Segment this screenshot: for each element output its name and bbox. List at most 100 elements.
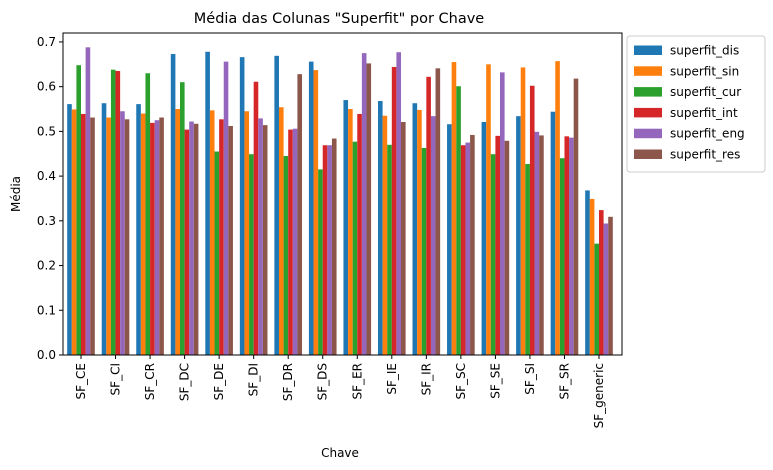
bar-superfit_eng-SF_DC [189,121,194,355]
bar-superfit_cur-SF_DS [318,169,323,355]
x-tick-label: SF_SC [454,363,468,400]
bar-superfit_res-SF_CR [159,117,164,356]
bar-superfit_int-SF_SR [564,136,570,355]
x-tick-label: SF_SI [523,363,537,395]
y-tick-label: 0.5 [37,124,56,138]
bar-superfit_sin-SF_SE [486,64,491,355]
bar-superfit_sin-SF_generic [589,198,595,355]
bar-superfit_dis-SF_DC [170,54,176,356]
bar-superfit_cur-SF_SI [525,164,530,355]
bar-superfit_dis-SF_ER [343,100,349,355]
chart-title: Média das Colunas "Superfit" por Chave [194,11,485,27]
bar-superfit_dis-SF_IR [412,103,418,356]
bar-superfit_res-SF_DE [228,126,233,356]
bar-superfit_int-SF_CI [115,71,121,355]
x-tick-label: SF_DC [178,363,192,401]
bar-superfit_res-SF_DR [297,74,303,355]
bar-superfit_dis-SF_CE [67,104,72,355]
bar-superfit_cur-SF_IE [387,144,392,355]
y-axis: 0.0 0.1 0.2 0.3 0.4 0.5 0.6 0.7 [37,35,63,362]
bar-superfit_int-SF_ER [357,113,362,355]
bar-superfit_sin-SF_DI [244,111,250,355]
bar-superfit_res-SF_SE [504,140,510,355]
y-tick-label: 0.1 [37,303,56,317]
bar-superfit_sin-SF_DC [175,109,180,355]
bar-superfit_sin-SF_SI [520,67,526,355]
x-tick-label: SF_SE [488,363,502,399]
legend-label-superfit_dis: superfit_dis [670,44,739,58]
bar-superfit_sin-SF_DR [278,107,284,356]
legend-label-superfit_res: superfit_res [670,148,740,162]
x-tick-label: SF_IR [419,363,433,395]
bar-superfit_dis-SF_SI [516,116,521,356]
bar-superfit_dis-SF_IE [377,100,383,355]
y-axis-label: Média [9,176,23,212]
x-tick-label: SF_CI [109,363,123,395]
bar-superfit_eng-SF_DE [223,61,229,356]
bar-superfit_eng-SF_IR [430,116,436,356]
bar-superfit_sin-SF_CR [140,113,146,355]
bar-superfit_cur-SF_DE [214,151,220,355]
bar-superfit_eng-SF_SR [569,137,574,355]
x-tick-label: SF_DS [316,363,330,400]
bar-superfit_int-SF_IE [391,66,397,356]
x-tick-label: SF_generic [592,363,606,428]
bar-superfit_dis-SF_SE [481,122,487,355]
legend-swatch-superfit_res [634,149,662,159]
legend-label-superfit_sin: superfit_sin [670,64,739,78]
legend-label-superfit_cur: superfit_cur [670,85,741,99]
x-tick-label: SF_SR [558,363,572,399]
bar-superfit_eng-SF_SI [534,131,540,355]
bar-superfit_sin-SF_IE [382,115,388,356]
bar-superfit_int-SF_DR [288,129,293,355]
bar-superfit_eng-SF_SC [465,142,471,355]
bar-superfit_int-SF_DI [253,81,259,355]
legend-swatch-superfit_int [634,107,662,118]
y-tick-label: 0.2 [37,259,56,273]
x-tick-label: SF_DR [281,363,295,401]
bar-superfit_res-SF_SR [573,78,579,356]
bar-superfit_res-SF_DC [193,123,199,355]
bar-superfit_cur-SF_SE [490,154,496,355]
bar-superfit_res-SF_CI [124,119,130,355]
bar-superfit_cur-SF_CE [76,65,81,355]
bar-superfit_int-SF_SI [529,85,535,356]
bar-superfit_res-SF_SC [470,134,475,355]
bar-superfit_cur-SF_SR [559,158,565,355]
bar-superfit_cur-SF_generic [594,243,599,355]
bar-superfit_dis-SF_SC [447,124,452,355]
bar-superfit_sin-SF_SC [451,62,457,355]
x-tick-label: SF_CR [143,363,157,400]
bar-superfit_eng-SF_CE [85,47,91,356]
plot-frame [62,32,623,356]
bar-superfit_sin-SF_DE [209,110,215,356]
bar-superfit_eng-SF_SE [500,72,505,356]
x-tick-label: SF_ER [350,363,364,399]
bar-superfit_dis-SF_generic [585,190,590,355]
bar-superfit_dis-SF_DE [205,51,210,355]
y-tick-label: 0.4 [37,169,56,183]
bar-superfit_sin-SF_DS [313,70,319,356]
x-tick-label: SF_IE [385,363,399,395]
x-tick-label: SF_CE [74,363,88,399]
bar-superfit_sin-SF_CE [71,109,77,355]
x-tick-label: SF_DI [247,363,261,396]
bar-superfit_dis-SF_DS [308,61,314,356]
y-tick-label: 0.6 [37,80,56,94]
legend-swatch-superfit_sin [634,66,662,76]
bar-superfit_int-SF_SE [495,135,500,355]
legend-swatch-superfit_eng [634,128,662,139]
bar-superfit_res-SF_IR [435,68,441,355]
y-tick-label: 0.7 [37,35,56,49]
legend-label-superfit_eng: superfit_eng [670,127,745,141]
bar-superfit_eng-SF_IE [396,52,401,355]
bar-superfit_cur-SF_CI [110,69,116,356]
x-tick-label: SF_DE [212,363,226,400]
bar-superfit_cur-SF_DR [283,155,289,355]
x-axis-label: Chave [321,446,359,460]
y-tick-label: 0.3 [37,214,56,228]
bar-superfit_eng-SF_generic [603,223,609,355]
bar-superfit_eng-SF_ER [361,53,367,356]
